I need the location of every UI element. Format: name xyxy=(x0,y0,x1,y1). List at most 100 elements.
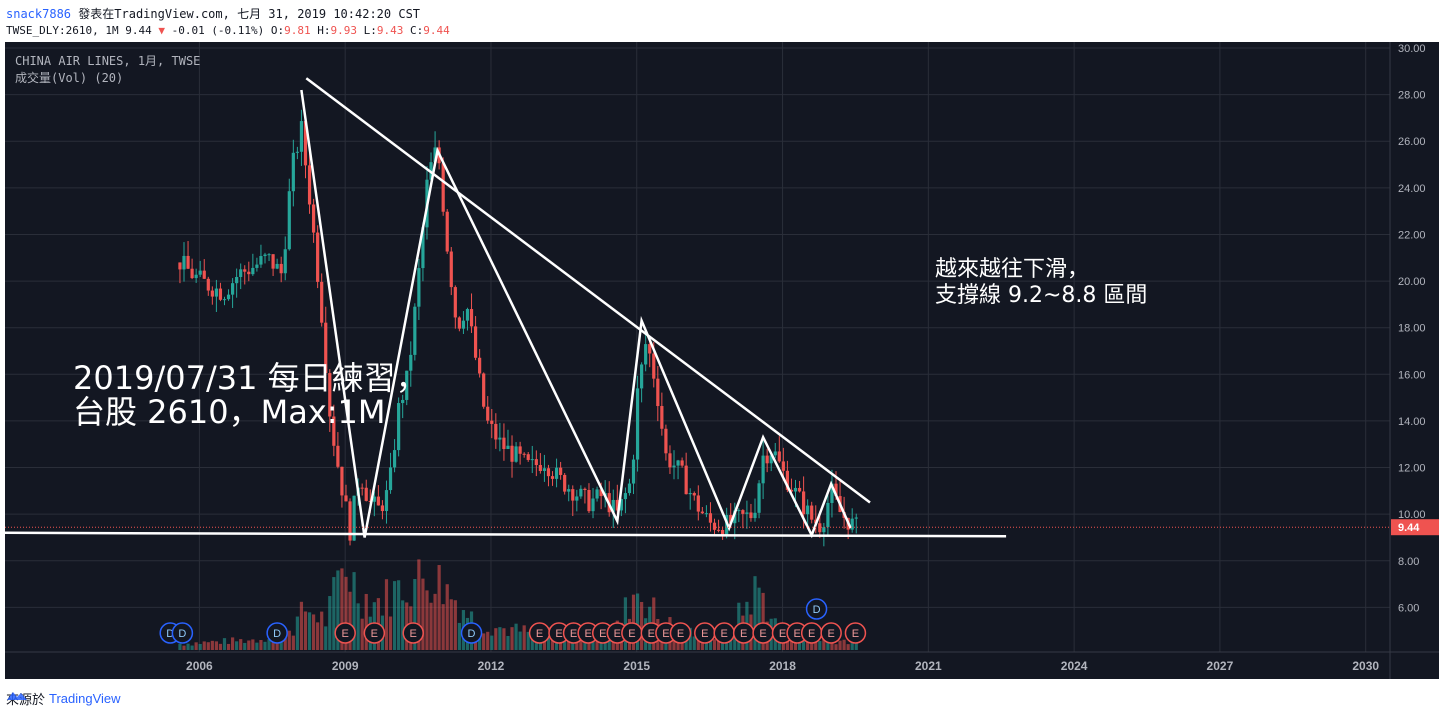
candle-body xyxy=(332,416,336,446)
candle-body xyxy=(214,288,218,297)
candle-body xyxy=(741,510,745,514)
candle-body xyxy=(311,204,316,233)
volume-bar xyxy=(514,623,518,650)
candle-body xyxy=(182,255,186,270)
candle-body xyxy=(822,527,826,533)
candle-body xyxy=(384,490,389,512)
volume-bar xyxy=(518,631,522,650)
annotation-left-line1: 2019/07/31 每日練習， xyxy=(73,359,428,397)
volume-bar xyxy=(392,581,397,650)
volume-bar xyxy=(235,641,239,650)
candle-body xyxy=(401,399,405,404)
marker-text: E xyxy=(410,628,417,640)
candle-body xyxy=(352,495,356,541)
marker-text: E xyxy=(570,628,577,640)
candle-body xyxy=(623,493,628,500)
candle-body xyxy=(522,453,526,455)
candle-body xyxy=(514,446,518,462)
symbol-prefix: TWSE_DLY:2610, 1M 9.44 xyxy=(6,24,152,37)
candle-body xyxy=(235,276,239,284)
downtrend-line xyxy=(305,77,871,504)
candle-body xyxy=(684,465,688,495)
volume-bar xyxy=(311,614,316,650)
volume-bar xyxy=(708,635,713,650)
time-axis: 2006 2009 2012 2015 2018 2021 2024 2027 2030 xyxy=(5,651,1439,673)
price-tick-label: 18.00 xyxy=(1398,323,1426,335)
candle-body xyxy=(287,191,291,250)
volume-bar xyxy=(413,578,417,650)
candle-body xyxy=(729,514,733,524)
marker-text: E xyxy=(721,628,728,640)
candle-body xyxy=(785,470,790,490)
down-arrow-icon: ▼ xyxy=(158,24,165,37)
volume-bar xyxy=(712,639,717,650)
last-price-tag xyxy=(1391,519,1439,536)
volume-bar xyxy=(360,618,364,650)
volume-bar xyxy=(417,559,421,650)
marker-text: E xyxy=(759,628,766,640)
grid xyxy=(5,42,1390,652)
candle-body xyxy=(559,467,563,475)
candle-body xyxy=(640,364,644,389)
volume-bar xyxy=(583,638,587,650)
candle-body xyxy=(316,232,320,282)
footer-brand-link[interactable]: TradingView xyxy=(49,691,121,706)
volume-bar xyxy=(239,639,243,650)
low-label: L: xyxy=(363,24,377,37)
volume-bar xyxy=(850,641,854,650)
time-tick-label: 2006 xyxy=(186,659,213,673)
volume-bar xyxy=(299,601,304,650)
marker-text: E xyxy=(701,628,708,640)
candle-body xyxy=(810,505,814,520)
candle-body xyxy=(478,357,482,374)
volume-bar xyxy=(445,584,449,650)
price-tick-label: 24.00 xyxy=(1398,183,1426,195)
candle-body xyxy=(295,151,299,153)
candle-body xyxy=(307,165,312,205)
price-tick-label: 16.00 xyxy=(1398,369,1426,381)
volume-bar xyxy=(810,638,814,650)
last-price-tag-text: 9.44 xyxy=(1398,522,1420,534)
dividend-marker: D xyxy=(805,598,828,620)
author-link[interactable]: snack7886 xyxy=(6,7,72,21)
trend-drawings xyxy=(5,77,1007,539)
legend-volume: 成交量(Vol) (20) xyxy=(15,70,123,85)
volume-bar xyxy=(182,645,186,650)
volume-bar xyxy=(567,640,571,650)
candle-body xyxy=(546,468,551,477)
candle-body xyxy=(303,121,308,166)
candle-body xyxy=(210,290,214,297)
volume-bar xyxy=(789,636,794,650)
candle-body xyxy=(267,254,271,256)
marker-text: E xyxy=(677,628,684,640)
volume-bar xyxy=(437,565,441,650)
marker-text: D xyxy=(813,604,821,616)
candle-body xyxy=(834,483,838,497)
candle-body xyxy=(668,453,672,468)
candle-body xyxy=(226,294,231,300)
marker-text: D xyxy=(273,628,281,640)
earnings-marker: E xyxy=(363,622,386,644)
marker-text: E xyxy=(827,628,834,640)
candle-body xyxy=(571,489,575,501)
volume-bar xyxy=(295,616,299,650)
candle-body xyxy=(554,467,559,479)
time-tick-label: 2009 xyxy=(332,659,359,673)
volume-bar xyxy=(797,637,802,650)
marker-text: D xyxy=(166,628,174,640)
volume-bar xyxy=(830,639,834,650)
candle-body xyxy=(218,288,223,300)
time-tick-label: 2030 xyxy=(1352,659,1379,673)
candle-body xyxy=(648,344,652,354)
volume-bar xyxy=(384,579,389,650)
candle-body xyxy=(230,283,235,295)
marker-text: D xyxy=(468,628,476,640)
candle-body xyxy=(409,354,413,371)
volume-bar xyxy=(344,576,348,650)
volume-bar xyxy=(218,643,223,650)
candle-body xyxy=(465,309,470,321)
volume-bar xyxy=(186,643,190,650)
volume-bar xyxy=(316,622,320,650)
chart-svg[interactable]: D D D E E E D E E E E E E E E E E E E E E E E E E ED 30.0028.0026… xyxy=(5,42,1439,679)
